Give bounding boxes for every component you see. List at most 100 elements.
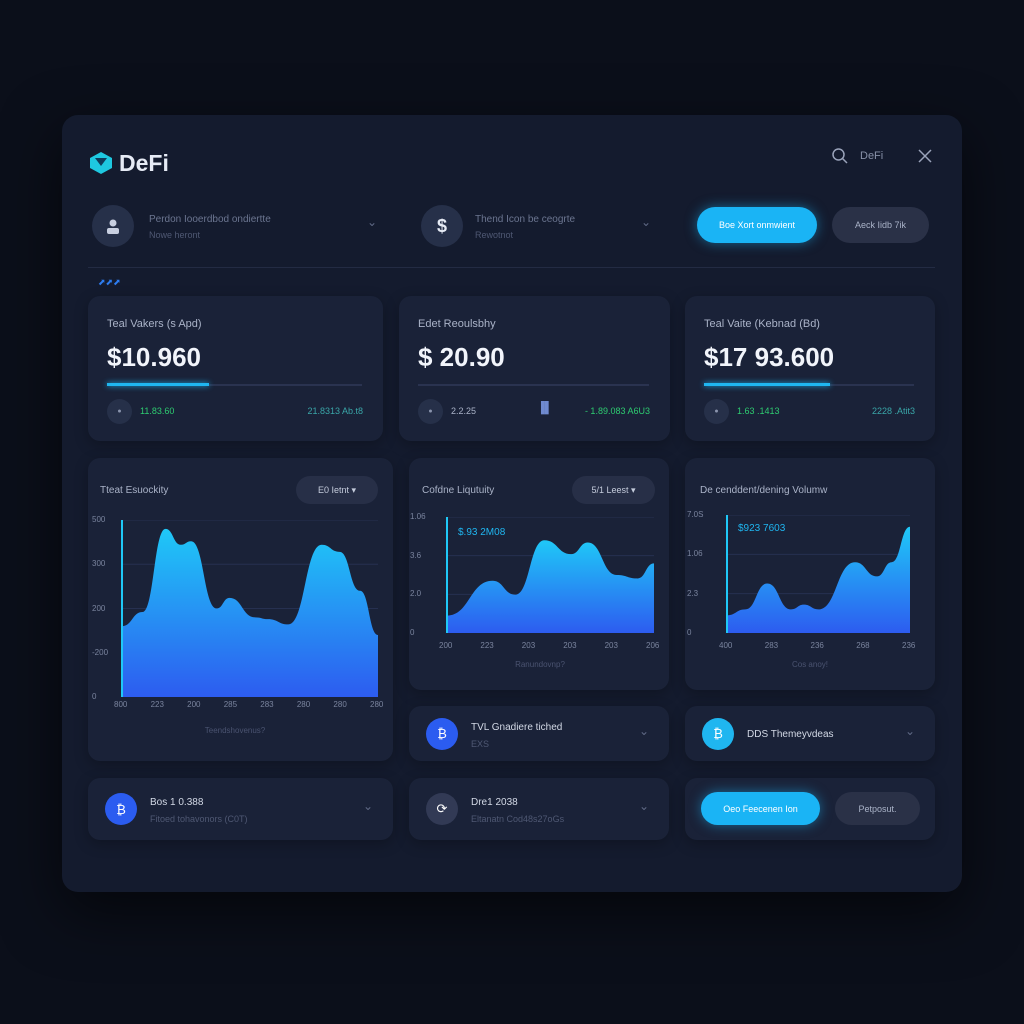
stat-icon: ● xyxy=(107,399,132,424)
y-tick-label: 0 xyxy=(92,692,97,701)
x-tick-label: 268 xyxy=(856,641,870,650)
x-tick-label: 236 xyxy=(810,641,824,650)
area-series xyxy=(447,540,654,633)
chevron-down-icon[interactable]: ⌄ xyxy=(639,799,650,813)
y-tick-label: 2.0 xyxy=(410,589,422,599)
stat-value: $17 93.600 xyxy=(704,342,835,372)
y-tick-label: 1.06 xyxy=(687,549,703,559)
selector-title: Perdon Iooerdbod ondiertte xyxy=(149,214,271,225)
selector-title: Thend Icon be ceogrte xyxy=(475,214,576,225)
y-tick-label: 3.6 xyxy=(410,550,422,560)
chevron-down-icon[interactable]: ⌄ xyxy=(905,723,916,738)
stat-icon: ● xyxy=(418,399,443,424)
search-input[interactable]: DeFi xyxy=(860,150,884,162)
x-tick-label: 203 xyxy=(604,641,618,650)
stat-change: 1.63 .1413 xyxy=(737,406,780,416)
area-series xyxy=(727,526,910,633)
list-item-title: DDS Themeyvdeas xyxy=(747,728,834,740)
search-icon[interactable] xyxy=(831,147,849,165)
stat-value: $ 20.90 xyxy=(418,342,505,372)
y-tick-label: 1.06 xyxy=(410,512,426,521)
bar-chart-icon: ▐▌ xyxy=(537,402,553,414)
selector-subtitle: Nowe heront xyxy=(149,230,201,240)
token-icon: ₿ xyxy=(105,793,137,825)
chevron-down-icon[interactable]: ⌄ xyxy=(639,723,650,738)
stat-card xyxy=(399,296,670,441)
stat-change: 2.2.25 xyxy=(451,406,477,416)
x-tick-label: 280 xyxy=(370,700,384,709)
progress-fill xyxy=(704,383,830,386)
token-icon: ₿ xyxy=(426,717,458,750)
x-tick-label: 400 xyxy=(719,641,733,650)
action-secondary-button[interactable]: Petposut. xyxy=(835,792,920,825)
stat-icon: ● xyxy=(704,399,729,424)
y-tick-label: -200 xyxy=(92,647,109,657)
x-tick-label: 283 xyxy=(764,641,779,650)
stat-secondary: 2228 .Atit3 xyxy=(871,406,915,416)
progress-fill xyxy=(107,383,209,386)
chart-annotation: $.93 2M08 xyxy=(458,527,506,538)
chart-footer: Ranundovnp? xyxy=(515,660,565,669)
list-item-title: Dre1 2038 xyxy=(471,797,518,808)
x-tick-label: 223 xyxy=(480,641,494,650)
stat-secondary: - 1.89.083 A6U3 xyxy=(584,406,650,416)
chevron-down-icon[interactable]: ⌄ xyxy=(641,215,652,229)
y-tick-label: 2.3 xyxy=(687,588,699,598)
timeframe-dropdown[interactable]: E0 Ietnt ▾ xyxy=(296,476,378,504)
stat-secondary: 21.8313 Ab.t8 xyxy=(307,406,363,416)
area-chart xyxy=(121,520,378,697)
x-tick-label: 283 xyxy=(260,700,274,709)
x-tick-label: 236 xyxy=(902,641,916,650)
x-tick-label: 285 xyxy=(223,700,238,709)
stat-value: $10.960 xyxy=(107,342,201,372)
app-title: DeFi xyxy=(119,150,169,176)
chart-title: Tteat Esuockity xyxy=(100,485,169,496)
list-item-subtitle: Eltanatn Cod48s27oGs xyxy=(471,814,565,824)
list-item-subtitle: EXS xyxy=(471,738,490,749)
chevron-down-icon[interactable]: ⌄ xyxy=(367,215,378,229)
x-tick-label: 280 xyxy=(296,700,311,709)
list-item[interactable] xyxy=(88,778,393,840)
chart-title: Cofdne Liqutuity xyxy=(422,485,495,496)
user-avatar[interactable] xyxy=(92,205,134,247)
list-item-title: TVL Gnadiere tiched xyxy=(471,721,563,733)
chart-footer: Teendshovenus? xyxy=(204,726,266,735)
stat-card xyxy=(88,296,383,441)
stat-label: Teal Vaite (Kebnad (Bd) xyxy=(704,318,820,330)
y-tick-label: 7.0S xyxy=(687,510,704,519)
area-series xyxy=(122,528,378,697)
divider xyxy=(88,267,935,268)
x-tick-label: 200 xyxy=(187,700,201,709)
y-tick-label: 200 xyxy=(92,603,106,613)
logo-icon xyxy=(90,152,112,174)
secondary-button[interactable]: Aeck Iidb 7ik xyxy=(832,207,929,243)
stat-label: Teal Vakers (s Apd) xyxy=(107,318,202,330)
x-tick-label: 223 xyxy=(150,700,164,709)
user-icon xyxy=(107,219,119,234)
chart-footer: Cos anoy! xyxy=(791,660,829,669)
chart-title: De cenddent/dening Volumw xyxy=(700,485,828,496)
token-icon: ₿ xyxy=(702,717,734,750)
dropdown-value: E0 Ietnt xyxy=(317,485,349,495)
list-item-title: Bos 1 0.388 xyxy=(150,797,204,808)
timeframe-dropdown[interactable]: 5/1 Leest ▾ xyxy=(572,476,655,504)
chevron-down-icon[interactable]: ⌄ xyxy=(363,799,374,813)
progress-track xyxy=(107,384,362,386)
close-icon[interactable] xyxy=(918,149,932,163)
y-tick-label: 0 xyxy=(687,628,692,637)
stat-label: Edet Reoulsbhy xyxy=(418,318,496,330)
chart-annotation: $923 7603 xyxy=(738,523,786,534)
y-tick-label: 500 xyxy=(92,515,106,524)
x-tick-label: 800 xyxy=(114,700,128,709)
trend-icons: ⬈⬈⬈ xyxy=(98,277,121,287)
primary-button[interactable]: Boe Xort onmwient xyxy=(697,207,817,243)
action-primary-button[interactable]: Oeo Feecenen Ion xyxy=(701,792,820,825)
area-chart xyxy=(726,515,910,633)
y-tick-label: 0 xyxy=(410,628,415,637)
list-item-subtitle: Fitoed tohavonors (C0T) xyxy=(150,814,248,824)
dollar-icon[interactable]: $ xyxy=(421,205,463,247)
x-tick-label: 203 xyxy=(521,641,536,650)
area-chart xyxy=(446,517,654,633)
progress-track xyxy=(418,384,649,386)
x-tick-label: 280 xyxy=(333,700,347,709)
